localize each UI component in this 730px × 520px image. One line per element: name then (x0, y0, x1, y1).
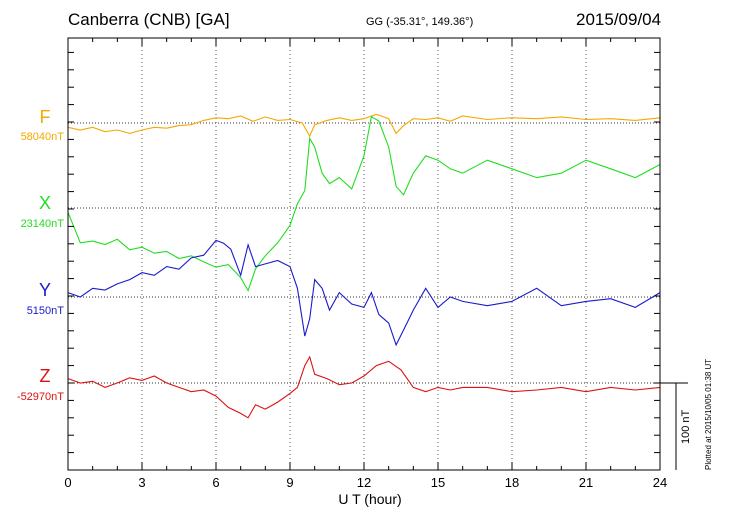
x-axis-label: U T (hour) (338, 491, 402, 507)
channel-label-z: Z (39, 366, 51, 386)
trace-z (67, 355, 661, 419)
plot-date: 2015/09/04 (576, 10, 662, 29)
plotted-timestamp: Plotted at 2015/10/05 01:38 UT (704, 358, 713, 470)
x-tick-label: 12 (357, 475, 371, 490)
x-tick-label: 21 (579, 475, 593, 490)
scale-bar (660, 382, 688, 470)
grid-lines (141, 38, 587, 470)
channel-label-f: F (39, 107, 51, 127)
x-tick-label: 18 (505, 475, 519, 490)
channel-label-y: Y (38, 280, 51, 300)
channel-baseline-y: 5150nT (26, 305, 64, 317)
channel-baseline-f: 58040nT (20, 131, 64, 143)
traces (67, 113, 661, 419)
x-tick-label: 3 (138, 475, 145, 490)
x-tick-label: 15 (431, 475, 445, 490)
x-tick-labels: 0 3 6 9 12 15 18 21 24 (64, 475, 667, 490)
x-tick-label: 9 (286, 475, 293, 490)
station-coordinates: GG (-35.31°, 149.36°) (366, 16, 474, 28)
scale-bar-label: 100 nT (680, 409, 692, 444)
station-title: Canberra (CNB) [GA] (68, 10, 230, 29)
x-tick-label: 24 (653, 475, 667, 490)
trace-f (67, 113, 661, 138)
channel-baseline-x: 23140nT (20, 218, 64, 230)
trace-x (67, 115, 661, 292)
ticks (67, 38, 661, 471)
trace-y (67, 239, 661, 347)
x-tick-label: 6 (212, 475, 219, 490)
channel-label-x: X (38, 193, 51, 213)
channel-baseline-z: -52970nT (16, 391, 64, 403)
x-tick-label: 0 (64, 475, 71, 490)
